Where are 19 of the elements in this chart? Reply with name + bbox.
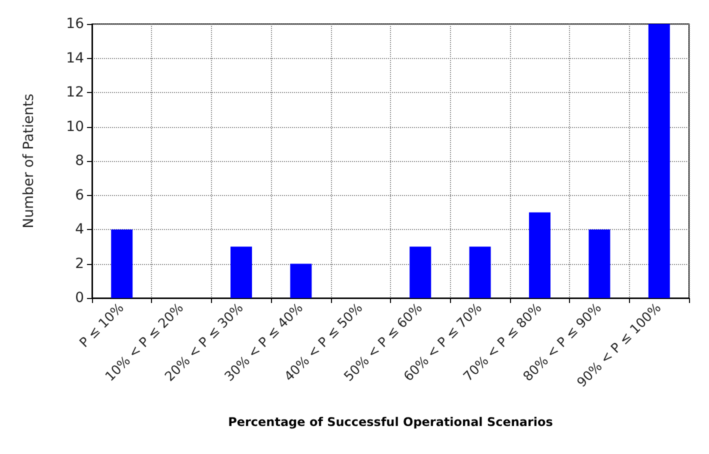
- bar: [469, 246, 491, 298]
- y-tick-label: 6: [75, 187, 84, 204]
- y-tick-label: 14: [66, 50, 84, 66]
- y-tick-label: 16: [66, 16, 84, 32]
- bar: [588, 230, 610, 298]
- bar: [529, 212, 550, 298]
- x-axis-title: Percentage of Successful Operational Scenarios: [228, 415, 553, 429]
- bar: [230, 246, 252, 298]
- y-tick-label: 12: [66, 84, 84, 100]
- y-axis-title: Number of Patients: [21, 94, 37, 228]
- y-tick-label: 8: [75, 153, 84, 169]
- y-tick-label: 0: [75, 290, 84, 306]
- bar: [648, 24, 670, 298]
- bar: [410, 246, 432, 298]
- bar: [111, 230, 133, 298]
- y-tick-label: 10: [66, 118, 84, 135]
- y-tick-label: 2: [75, 256, 84, 272]
- y-tick-label: 4: [75, 222, 84, 238]
- bar: [290, 264, 312, 298]
